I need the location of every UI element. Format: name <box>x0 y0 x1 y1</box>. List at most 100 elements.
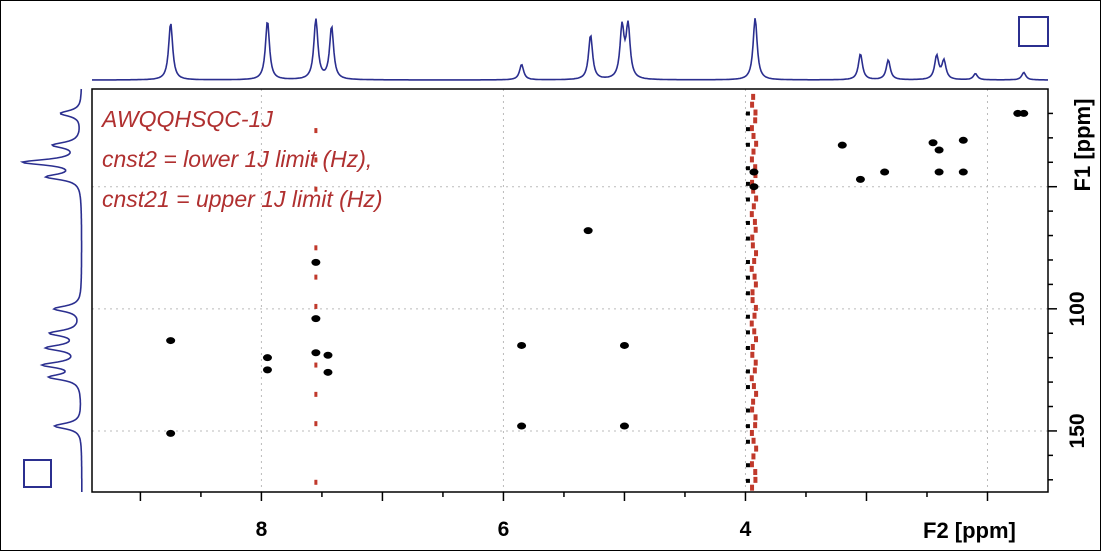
plot-frame <box>91 88 1049 493</box>
cross-peak <box>323 351 333 359</box>
noise-mark <box>314 128 318 134</box>
solvent-noise-stripe <box>314 93 759 491</box>
noise-mark <box>750 179 755 186</box>
cross-peak <box>517 422 527 430</box>
noise-mark <box>749 125 754 132</box>
cross-peak <box>749 168 759 176</box>
x-tick-label: 8 <box>255 518 268 541</box>
cross-peak <box>855 175 865 183</box>
noise-mark <box>314 157 318 163</box>
noise-mark <box>314 479 318 485</box>
cross-peak <box>958 168 968 176</box>
y-tick-label: 150 <box>1066 413 1089 449</box>
noise-mark <box>754 250 759 257</box>
f2-projection-trace <box>92 18 1048 81</box>
noise-mark <box>754 390 759 397</box>
noise-mark <box>752 258 757 265</box>
noise-mark <box>314 421 318 427</box>
cross-peak <box>166 429 176 437</box>
noise-mark <box>745 369 750 374</box>
cross-peak <box>837 141 847 149</box>
noise-mark <box>749 429 754 436</box>
x-tick-label: 6 <box>497 518 510 541</box>
noise-mark <box>750 351 755 358</box>
x-axis-label: F2 [ppm] <box>923 518 1016 543</box>
f1-projection-trace <box>19 88 83 492</box>
noise-mark <box>754 195 759 202</box>
cross-peak <box>262 366 272 374</box>
noise-mark <box>750 234 755 241</box>
noise-mark <box>745 236 750 241</box>
y-axis-label: F1 [ppm] <box>1070 98 1095 192</box>
noise-mark <box>751 148 756 155</box>
cross-peak <box>583 227 593 235</box>
noise-mark <box>753 117 758 124</box>
noise-mark <box>314 303 318 309</box>
noise-mark <box>751 187 756 194</box>
noise-mark <box>753 109 758 116</box>
cross-peak <box>311 258 321 266</box>
cross-peak <box>749 183 759 191</box>
cross-peak <box>166 337 176 345</box>
noise-mark <box>745 345 750 350</box>
noise-mark <box>745 385 750 390</box>
cross-peak <box>934 168 944 176</box>
noise-mark <box>749 265 754 272</box>
noise-mark <box>750 406 755 413</box>
noise-mark <box>750 242 755 249</box>
noise-mark <box>751 93 756 100</box>
noise-mark <box>745 181 750 186</box>
noise-mark <box>749 156 754 163</box>
x-axis-ticks <box>139 492 989 501</box>
noise-mark <box>751 398 756 405</box>
noise-mark <box>751 437 756 444</box>
corner-box-bottom-left[interactable] <box>23 459 52 488</box>
cross-peak <box>311 349 321 357</box>
noise-mark <box>745 478 750 483</box>
noise-mark <box>753 476 758 483</box>
cross-peak <box>311 315 321 323</box>
noise-mark <box>751 132 756 139</box>
cross-peak <box>958 136 968 144</box>
noise-mark <box>745 439 750 444</box>
noise-mark <box>745 127 750 132</box>
noise-mark <box>753 414 758 421</box>
noise-mark <box>745 424 750 429</box>
noise-mark <box>314 391 318 397</box>
noise-mark <box>745 291 750 296</box>
noise-mark <box>314 274 318 280</box>
noise-mark <box>753 422 758 429</box>
noise-mark <box>752 273 757 280</box>
cross-peak <box>262 354 272 362</box>
noise-mark <box>749 375 754 382</box>
noise-mark <box>754 336 759 343</box>
noise-mark <box>752 218 757 225</box>
noise-mark <box>749 211 754 218</box>
noise-mark <box>753 226 758 233</box>
noise-mark <box>745 314 750 319</box>
noise-mark <box>751 203 756 210</box>
cross-peak <box>934 146 944 154</box>
corner-box-top-right[interactable] <box>1018 16 1049 47</box>
cross-peak <box>323 368 333 376</box>
noise-mark <box>745 111 750 116</box>
noise-mark <box>750 101 755 108</box>
noise-mark <box>745 166 750 171</box>
noise-mark <box>745 197 750 202</box>
cross-peak <box>880 168 890 176</box>
noise-mark <box>752 328 757 335</box>
noise-mark <box>745 408 750 413</box>
cross-peak <box>1019 109 1029 117</box>
noise-mark <box>745 260 750 265</box>
noise-mark <box>745 220 750 225</box>
noise-mark <box>745 330 750 335</box>
noise-mark <box>753 304 758 311</box>
noise-mark <box>749 461 754 468</box>
noise-mark <box>752 312 757 319</box>
noise-mark <box>749 320 754 327</box>
noise-mark <box>314 362 318 368</box>
grid-lines <box>92 89 1048 492</box>
annotation-line-2: cnst2 = lower 1J limit (Hz), <box>102 146 373 172</box>
noise-mark <box>754 445 759 452</box>
